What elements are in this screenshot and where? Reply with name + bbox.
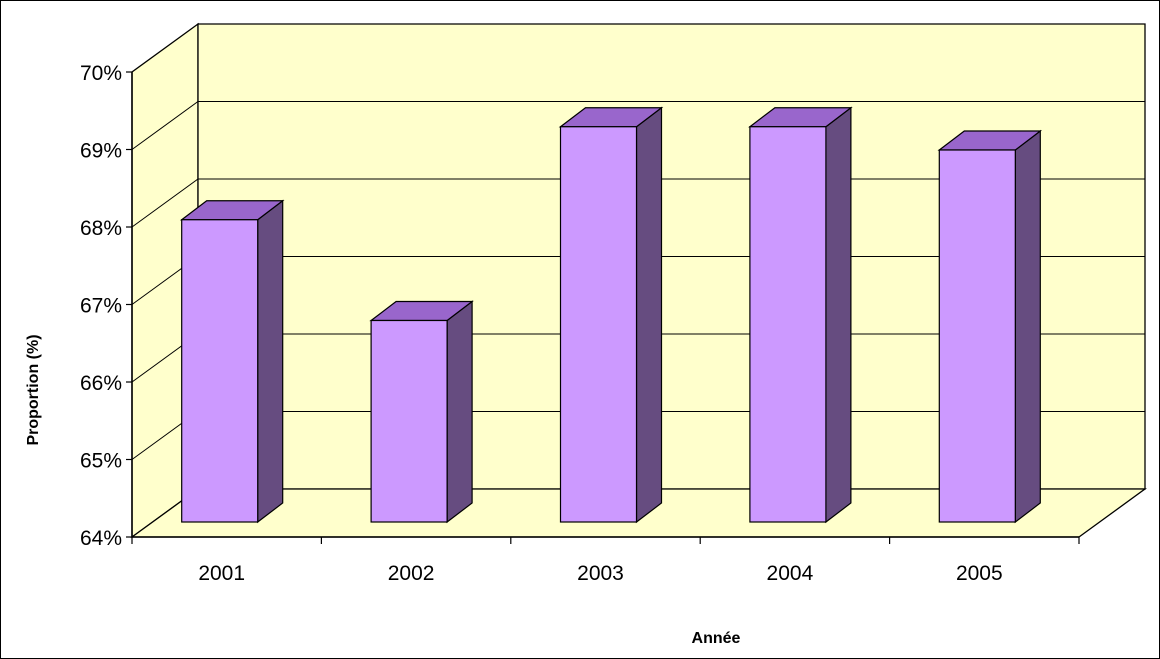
bar-side-face — [635, 106, 663, 524]
x-axis-title: Année — [692, 630, 741, 647]
y-tick-label: 70% — [80, 62, 122, 85]
bar-side-face — [1014, 129, 1041, 524]
x-tick-label: 2004 — [767, 562, 814, 585]
bars — [179, 106, 1043, 524]
y-tick-label: 69% — [80, 140, 122, 163]
x-tick-label: 2003 — [577, 562, 624, 585]
bar-2005 — [937, 129, 1043, 524]
bar-front-face — [938, 149, 1016, 523]
bar-2001 — [179, 199, 285, 524]
bar-front-face — [749, 126, 827, 523]
y-tick-label: 66% — [80, 372, 122, 395]
y-axis-title: Proportion (%) — [25, 334, 42, 445]
bar-2002 — [369, 300, 474, 524]
bar-side-face — [257, 199, 284, 524]
bar-2003 — [558, 106, 664, 524]
bar-2004 — [748, 106, 853, 524]
bar-front-face — [559, 126, 638, 523]
tick-labels: 64% 65% 66% 67% 68% 69% 70% 2001 2002 2003 2004 200… — [80, 62, 1003, 585]
x-tick-label: 2002 — [388, 562, 435, 585]
axes — [126, 71, 1080, 544]
y-tick-label: 68% — [80, 217, 122, 240]
y-tick-label: 65% — [80, 450, 122, 473]
bar-front-face — [181, 219, 259, 523]
bar-side-face — [825, 106, 852, 524]
gridline — [131, 101, 1145, 150]
bar-side-face — [446, 300, 473, 524]
x-tick-label: 2001 — [198, 562, 245, 585]
y-tick-label: 64% — [80, 527, 122, 550]
x-tick-label: 2005 — [956, 562, 1003, 585]
y-tick-label: 67% — [80, 295, 122, 318]
bar-front-face — [370, 319, 448, 523]
